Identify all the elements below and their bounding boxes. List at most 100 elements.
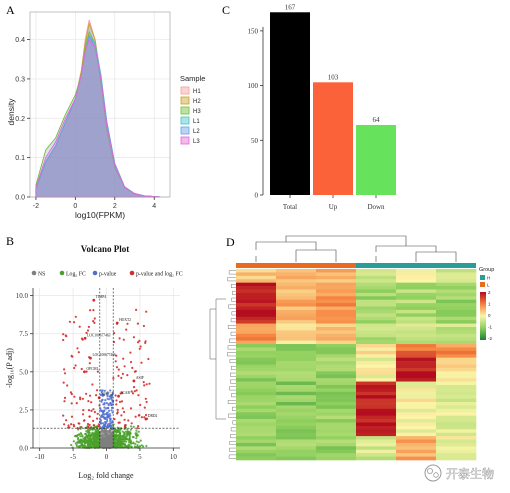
heatmap-cell [396,296,437,300]
volcano-point-pvalue [101,389,104,392]
heatmap-cell [316,320,357,324]
row-dendrogram-branch [230,331,236,336]
heatmap-cell [276,316,317,321]
heatmap-cell [276,442,317,447]
heatmap-cell [236,364,277,369]
volcano-point-ns [80,432,83,435]
heatmap-cell [356,442,397,447]
heatmap-cell [396,269,437,273]
heatmap-cell [316,456,357,461]
volcano-point-ns [107,430,111,433]
heatmap-cell [236,326,277,331]
volcano-point-pvalue [107,404,110,407]
volcano-x-tick-label: 10 [170,453,178,461]
volcano-point-significant [121,392,124,395]
volcano-point-ns [97,430,100,433]
volcano-point-ns [120,435,123,438]
volcano-point-significant [86,422,90,426]
heatmap-cell [236,429,277,434]
heatmap-cell [356,381,397,386]
volcano-point-pvalue [111,393,114,396]
volcano-point-ns [101,433,104,436]
volcano-point-ns [124,436,127,439]
volcano-gene-label-asip: ASIP [136,376,144,380]
heatmap-cell [356,272,397,277]
bar-value-label: 103 [328,73,339,81]
volcano-x-ticks: -10 -5 0 5 10 [33,447,180,461]
heatmap-cell [276,272,317,277]
heatmap-cell [276,323,317,328]
volcano-point-significant [123,410,126,414]
volcano-gene-label-timp4: TIMP4 [96,295,107,299]
density-x-axis-label: log10(FPKM) [75,210,125,220]
heatmap-cell [436,309,477,314]
heatmap-cell [316,272,357,277]
heatmap-cell [236,398,277,403]
volcano-point-ns [125,444,128,447]
heatmap-cell [316,282,357,287]
heatmap-cell [316,439,357,444]
heatmap-cell [436,347,477,352]
heatmap-cell [316,279,357,283]
heatmap-cell [316,419,357,423]
volcano-point-significant [121,407,124,410]
volcano-point-significant [137,425,140,428]
heatmap-cell [236,303,277,307]
heatmap-cell [436,449,477,454]
volcano-point-significant [126,374,129,377]
volcano-point-significant [96,370,99,373]
volcano-point-significant [68,320,71,323]
heatmap-cell [356,289,397,294]
row-dendrogram-branch [229,338,236,343]
dendrogram-branch [415,251,457,256]
heatmap-cell [356,316,397,321]
volcano-point-significant [88,423,91,427]
volcano-point-ns [132,436,135,439]
heatmap-cell [356,333,397,338]
volcano-point-pvalue [111,391,115,394]
heatmap-cell [356,419,397,423]
heatmap-cell [356,422,397,427]
volcano-point-ns [113,443,116,446]
volcano-gene-label-drd2: DRD2 [148,414,158,418]
group-bar-h [276,263,316,268]
volcano-point-significant [80,367,83,371]
panel-d-heatmap: D Group HL 2 1 0 -1 -2 [209,235,494,461]
volcano-point-significant [135,389,138,392]
heatmap-cell [396,432,437,437]
heatmap-cell [236,405,277,410]
heatmap-cell [396,330,437,335]
density-legend-label-H1: H1 [193,89,201,95]
volcano-point-significant [115,354,118,357]
heatmap-cell [316,316,357,321]
heatmap-cell [396,402,437,406]
volcano-point-ns [82,440,85,443]
heatmap-cell [316,449,357,454]
volcano-point-significant [143,416,146,419]
heatmap-cell [276,429,317,434]
volcano-point-significant [134,415,137,418]
heatmap-cell [276,303,317,307]
heatmap-cell [316,299,357,304]
heatmap-cell [436,326,477,331]
heatmap-cell [396,442,437,447]
heatmap-cell [236,425,277,430]
volcano-point-ns [109,445,112,448]
group-bar-l [356,263,396,268]
volcano-point-significant [76,347,79,350]
volcano-point-ns [92,442,95,445]
heatmap-cell [356,347,397,352]
volcano-point-ns [84,432,87,436]
volcano-point-significant [89,309,92,312]
heatmap-cell [436,303,477,307]
volcano-point-ns [87,439,90,442]
volcano-point-ns [92,434,95,437]
heatmap-cell [436,456,477,461]
heatmap-legend-group-label: H [487,276,490,281]
volcano-point-pvalue [99,389,102,392]
heatmap-cell [316,395,357,399]
volcano-point-ns [142,445,145,448]
row-dendrogram-branch [231,393,236,398]
heatmap-cell [436,320,477,324]
heatmap-cell [316,344,357,348]
